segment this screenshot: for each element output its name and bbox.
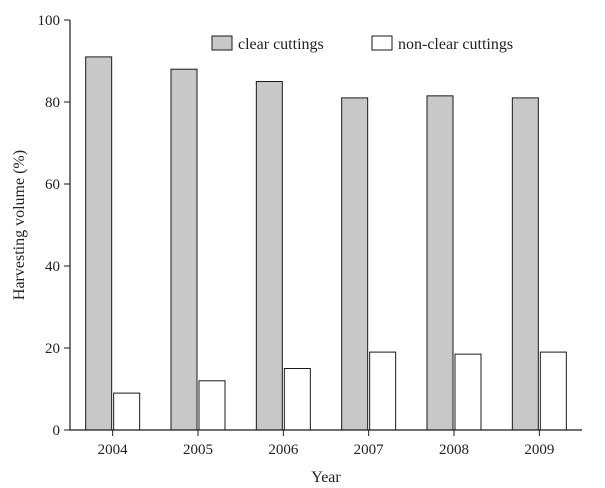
legend-item-clear-cuttings: clear cuttings [211,35,324,53]
bar-clear-2005 [170,68,198,431]
y-axis-title: Harvesting volume (%) [11,150,28,300]
legend: clear cuttings non-clear cuttings [211,35,513,53]
bar-non-clear-2008 [454,353,482,431]
bar-clear-2009 [511,97,539,431]
legend-swatch [211,35,233,51]
x-axis: 2004 2005 2006 2007 2008 2009 [70,429,582,458]
bar-clear-2006 [255,81,283,431]
x-tick-label: 2004 [98,442,129,458]
x-axis-title: Year [311,469,341,486]
bar-clear-2007 [341,97,369,431]
plot-area [85,56,567,431]
y-tick-label: 60 [45,177,60,193]
bar-non-clear-2004 [113,392,141,431]
x-tick-label: 2006 [268,442,299,458]
x-tick-label: 2009 [524,442,554,458]
legend-label: clear cuttings [238,36,324,53]
legend-label: non-clear cuttings [398,36,513,53]
bar-non-clear-2006 [283,368,311,431]
y-tick-label: 100 [38,13,61,29]
y-axis: 0 20 40 60 80 100 [38,13,71,439]
x-tick-label: 2007 [354,442,385,458]
x-tick-label: 2005 [183,442,213,458]
bar-clear-2004 [85,56,113,431]
y-tick-label: 20 [45,341,60,357]
y-tick-label: 0 [53,423,61,439]
x-tick-label: 2008 [439,442,469,458]
legend-item-non-clear-cuttings: non-clear cuttings [371,35,513,53]
legend-swatch [371,35,393,51]
bar-non-clear-2007 [369,351,397,431]
bar-clear-2008 [426,95,454,431]
y-tick-label: 80 [45,95,60,111]
bar-non-clear-2009 [539,351,567,431]
bar-non-clear-2005 [198,380,226,431]
y-tick-label: 40 [45,259,60,275]
